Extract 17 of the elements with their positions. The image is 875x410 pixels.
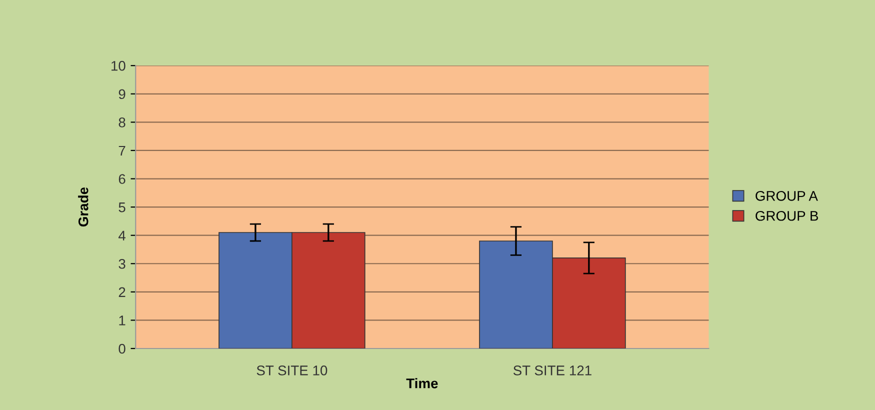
y-tick-label: 1: [119, 316, 126, 326]
y-tick-label: 5: [118, 202, 126, 212]
y-tick-label: 3: [118, 258, 126, 269]
y-tick-label: 6: [118, 174, 126, 184]
y-tick-label: 8: [118, 118, 126, 128]
y-tick-label: 9: [118, 89, 126, 100]
y-tick-label: 4: [118, 230, 126, 240]
x-axis-title: Time: [406, 378, 438, 388]
y-tick-label: 10: [112, 60, 126, 71]
y-tick-label: 7: [118, 146, 126, 156]
y-axis-title: Grade: [78, 187, 88, 227]
y-tick-label: 2: [118, 287, 126, 297]
legend-label: GROUP A: [756, 190, 818, 201]
x-tick-label: ST SITE 10: [256, 366, 328, 376]
x-tick-label: ST SITE 121: [513, 366, 592, 376]
y-tick-label: 0: [118, 344, 126, 354]
legend-label: GROUP B: [756, 210, 818, 221]
